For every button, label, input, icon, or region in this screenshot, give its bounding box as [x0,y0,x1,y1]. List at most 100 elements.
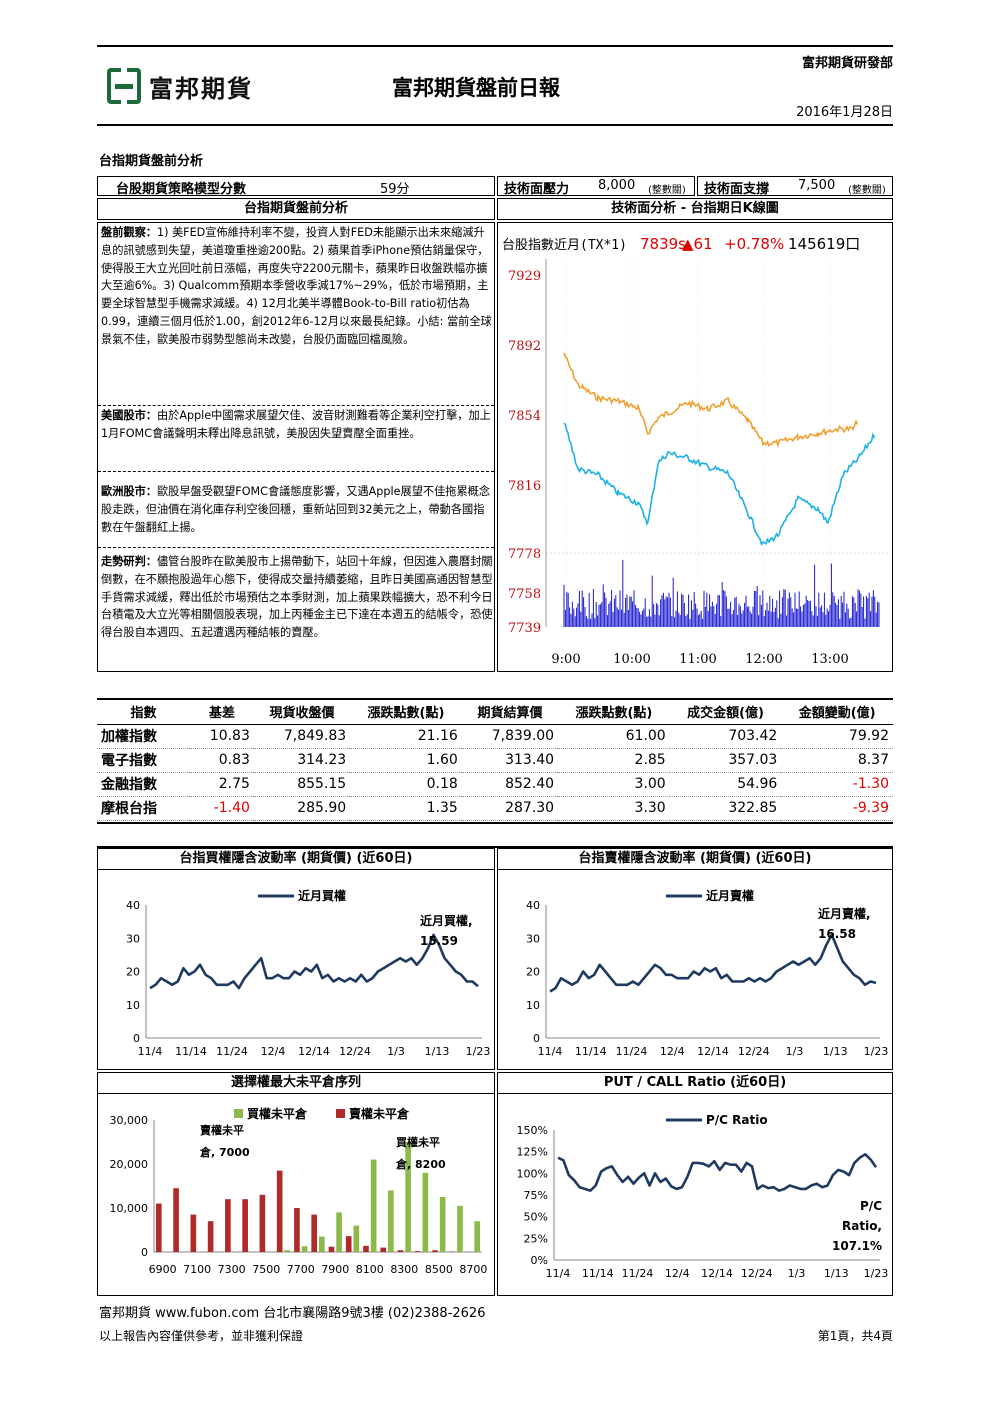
pre-market-observation: 盤前觀察：1) 美FED宣佈維持利率不變，投資人對FED未能顯示出未來縮減升息的… [101,224,493,349]
call-oi-bar [319,1236,325,1252]
table-cell: 8.37 [781,748,893,773]
x-tick-label: 1/13 [823,1045,848,1058]
footer-contact: 富邦期貨 www.fubon.com 台北市襄陽路9號3樓 (02)2388-2… [99,1306,486,1321]
table-cell: 287.30 [461,796,559,821]
company-logo: 富邦期貨 [107,68,253,104]
x-tick-label: 11/14 [582,1267,614,1280]
resistance-note: (整數關) [648,185,686,196]
put-iv-panel: 台指賣權隱含波動率 (期貨價) (近60日) 0 10 20 30 40 11/4 11/1… [497,848,893,1070]
table-row: 加權指數 10.83 7,849.83 21.16 7,839.00 61.00 703.4… [97,724,893,749]
kline-volume: 145619口 [788,235,860,253]
x-tick-label: 12/14 [701,1267,733,1280]
table-header-cell: 漲跌點數(點) [558,700,670,725]
call-iv-title: 台指買權隱含波動率 (期貨價) (近60日) [98,849,494,870]
table-header-cell: 成交金額(億) [669,700,782,725]
x-tick-label: 7100 [183,1263,211,1276]
call-oi-bar [439,1197,446,1252]
y-tick-label: 0% [531,1254,548,1267]
strategy-row: 台股期貨策略模型分數 59分 [97,176,495,197]
kline-price: 7839s [640,235,686,253]
x-tick-label: 11/14 [175,1045,207,1058]
support-cell: 技術面支撐 7,500 (整數關) [697,176,893,197]
table-cell: 54.96 [669,772,782,797]
table-cell: 0.83 [189,748,254,773]
kline-y-label: 7854 [508,409,541,424]
p2-text: 由於Apple中國需求展望欠佳、波音財測難看等企業利空打擊，加上1月FOMC會議… [101,409,491,440]
put-oi-bar [345,1236,352,1252]
section-title: 台指期貨盤前分析 [99,154,204,169]
table-header-cell: 現貨收盤價 [253,700,351,725]
table-cell: 313.40 [461,748,559,773]
oi-title: 選擇權最大未平倉序列 [98,1073,494,1094]
data-annotation: Ratio, [842,1219,882,1233]
x-tick-label: 7900 [321,1263,349,1276]
header-bottom-rule [97,124,893,126]
table-cell: 79.92 [781,724,893,749]
p3-text: 歐股早盤受觀望FOMC會議態度影響，又遇Apple展望不佳拖累概念股走跌，但油價… [101,485,491,534]
put-oi-bar [397,1250,404,1252]
y-tick-label: 125% [517,1146,548,1159]
x-tick-label: 8300 [390,1263,418,1276]
kline-x-label: 11:00 [679,652,716,667]
series-line [149,933,479,990]
y-tick-label: 25% [524,1232,548,1245]
put-oi-bar [242,1199,248,1252]
data-annotation: 賣權未平 [199,1123,244,1137]
y-tick-label: 10,000 [110,1202,149,1215]
table-cell: 21.16 [350,724,462,749]
legend-label: 近月買權 [298,888,346,903]
put-oi-bar [173,1188,179,1252]
x-tick-label: 1/23 [864,1045,889,1058]
kline-chart-box: 台股指數近月(TX*1) 7839s ▲61 +0.78% 145619口 79… [497,222,893,672]
us-market: 美國股市：由於Apple中國需求展望欠佳、波音財測難看等企業利空打擊，加上1月F… [101,407,493,443]
x-tick-label: 7500 [252,1263,280,1276]
call-oi-bar [422,1172,429,1252]
p4-text: 儘管台股昨在歐美股市上揚帶動下，站回十年線，但因進入農曆封關倒數，在不願抱股過年… [101,555,493,640]
index-name-cell: 電子指數 [97,748,190,773]
x-tick-label: 8100 [356,1263,384,1276]
table-row: 電子指數 0.83 314.23 1.60 313.40 2.85 357.03 8.37 [97,748,893,773]
x-tick-label: 11/14 [575,1045,607,1058]
y-tick-label: 75% [524,1189,548,1202]
kline-orange-line [563,352,859,449]
put-oi-bar [276,1170,283,1252]
call-oi-bar [284,1250,291,1252]
trend-judgement: 走勢研判：儘管台股昨在歐美股市上揚帶動下，站回十年線，但因進入農曆封關倒數，在不… [101,553,493,642]
data-annotation: 107.1% [832,1239,882,1253]
legend-swatch [336,1109,345,1118]
table-cell: 703.42 [669,724,782,749]
y-tick-label: 20 [126,966,140,979]
x-tick-label: 12/4 [665,1267,690,1280]
table-cell: -1.40 [189,796,254,821]
report-title: 富邦期貨盤前日報 [392,76,560,100]
pc-ratio-panel: PUT / CALL Ratio (近60日) 0% 25% 50% 75% 100% 1… [497,1072,893,1296]
table-cell: -9.39 [781,796,893,821]
index-name-cell: 摩根台指 [97,796,190,821]
header-top-rule [97,45,893,47]
y-tick-label: 40 [526,899,540,912]
footer-disclaimer: 以上報告內容僅供參考，並非獲利保證 [99,1329,304,1343]
analysis-left-title-box: 台指期貨盤前分析 [97,198,495,220]
table-cell: 2.85 [558,748,670,773]
table-cell: 1.35 [350,796,462,821]
legend-label: P/C Ratio [706,1113,768,1127]
put-oi-bar [294,1208,300,1252]
kline-change: ▲61 [682,235,713,253]
call-oi-bar [353,1225,360,1252]
kline-y-label: 7816 [508,479,541,494]
x-tick-label: 12/24 [741,1267,773,1280]
report-date: 2016年1月28日 [796,105,893,120]
kline-y-label: 7758 [508,587,541,602]
support-value: 7,500 [798,178,836,193]
x-tick-label: 1/13 [824,1267,849,1280]
put-oi-bar [225,1199,231,1252]
x-tick-label: 1/3 [387,1045,405,1058]
table-cell: 10.83 [189,724,254,749]
table-cell: 314.23 [253,748,351,773]
index-table: 指數 基差 現貨收盤價 漲跌點數(點) 期貨結算價 漲跌點數(點) 成交金額(億) 金額變動(… [97,700,893,821]
call-oi-bar [405,1142,411,1252]
table-cell: 852.40 [461,772,559,797]
call-oi-bar [370,1159,377,1252]
x-tick-label: 12/14 [298,1045,330,1058]
kline-blue-line [563,422,876,547]
